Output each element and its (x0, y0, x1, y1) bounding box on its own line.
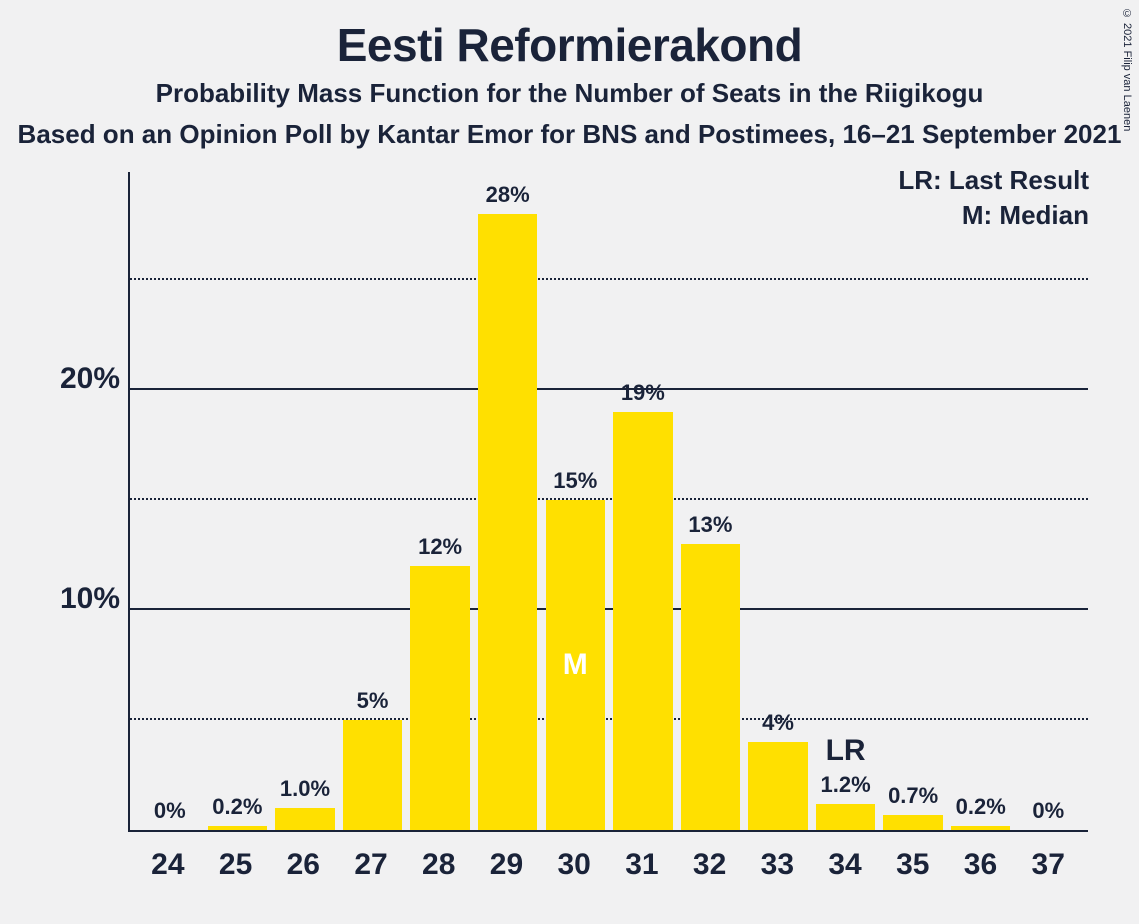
x-tick-label: 30 (540, 838, 608, 892)
bar-slot: 0.7% (879, 172, 947, 830)
bar-value-label: 5% (339, 688, 407, 714)
x-tick-label: 25 (202, 838, 270, 892)
x-tick-label: 37 (1014, 838, 1082, 892)
bar-slot: 5% (339, 172, 407, 830)
bar-value-label: 13% (677, 512, 745, 538)
bar-value-label: 0.2% (204, 794, 272, 820)
bar-slot: 28% (474, 172, 542, 830)
bar-slot: 1.2% LR (812, 172, 880, 830)
plot-area: 0%0.2%1.0%5%12%28%15%M19%13%4%1.2%LR0.7%… (128, 172, 1088, 832)
bar (883, 815, 942, 830)
bar-slot: 0% (136, 172, 204, 830)
bar-value-label: 1.2% (812, 772, 880, 798)
bar-slot: 15% M (541, 172, 609, 830)
bar (410, 566, 469, 830)
bar (208, 826, 267, 830)
bar-value-label: 0.2% (947, 794, 1015, 820)
bar-value-label: 28% (474, 182, 542, 208)
bar (343, 720, 402, 830)
chart-source: Based on an Opinion Poll by Kantar Emor … (0, 119, 1139, 150)
x-tick-label: 35 (879, 838, 947, 892)
bars-container: 0%0.2%1.0%5%12%28%15%M19%13%4%1.2%LR0.7%… (130, 172, 1088, 830)
bar (951, 826, 1010, 830)
bar-value-label: 19% (609, 380, 677, 406)
bar-value-label: 0.7% (879, 783, 947, 809)
bar (816, 804, 875, 830)
x-tick-label: 32 (676, 838, 744, 892)
copyright-text: © 2021 Filip van Laenen (1121, 8, 1133, 131)
chart-area: 0%0.2%1.0%5%12%28%15%M19%13%4%1.2%LR0.7%… (48, 172, 1108, 892)
bar-slot: 12% (406, 172, 474, 830)
x-tick-label: 24 (134, 838, 202, 892)
bar (275, 808, 334, 830)
x-tick-label: 34 (811, 838, 879, 892)
last-result-marker: LR (812, 734, 880, 768)
bar-slot: 0.2% (947, 172, 1015, 830)
bar (478, 214, 537, 830)
x-axis-labels: 2425262728293031323334353637 (128, 838, 1088, 892)
x-tick-label: 26 (269, 838, 337, 892)
bar-value-label: 15% (541, 468, 609, 494)
bar-value-label: 0% (1015, 798, 1083, 824)
x-tick-label: 31 (608, 838, 676, 892)
bar-value-label: 12% (406, 534, 474, 560)
bar-slot: 4% (744, 172, 812, 830)
bar-value-label: 1.0% (271, 776, 339, 802)
chart-header: Eesti Reformierakond Probability Mass Fu… (0, 0, 1139, 150)
bar-value-label: 0% (136, 798, 204, 824)
y-tick-label: 20% (48, 362, 120, 422)
bar-slot: 19% (609, 172, 677, 830)
y-tick-label: 10% (48, 582, 120, 642)
x-tick-label: 36 (947, 838, 1015, 892)
bar-value-label: 4% (744, 710, 812, 736)
median-marker: M (541, 648, 609, 682)
bar-slot: 0% (1015, 172, 1083, 830)
x-tick-label: 27 (337, 838, 405, 892)
bar-slot: 0.2% (204, 172, 272, 830)
bar-slot: 1.0% (271, 172, 339, 830)
chart-title: Eesti Reformierakond (0, 18, 1139, 72)
bar (681, 544, 740, 830)
x-tick-label: 33 (743, 838, 811, 892)
x-tick-label: 29 (473, 838, 541, 892)
bar (613, 412, 672, 830)
bar-slot: 13% (677, 172, 745, 830)
chart-subtitle: Probability Mass Function for the Number… (0, 78, 1139, 109)
x-tick-label: 28 (405, 838, 473, 892)
bar (748, 742, 807, 830)
